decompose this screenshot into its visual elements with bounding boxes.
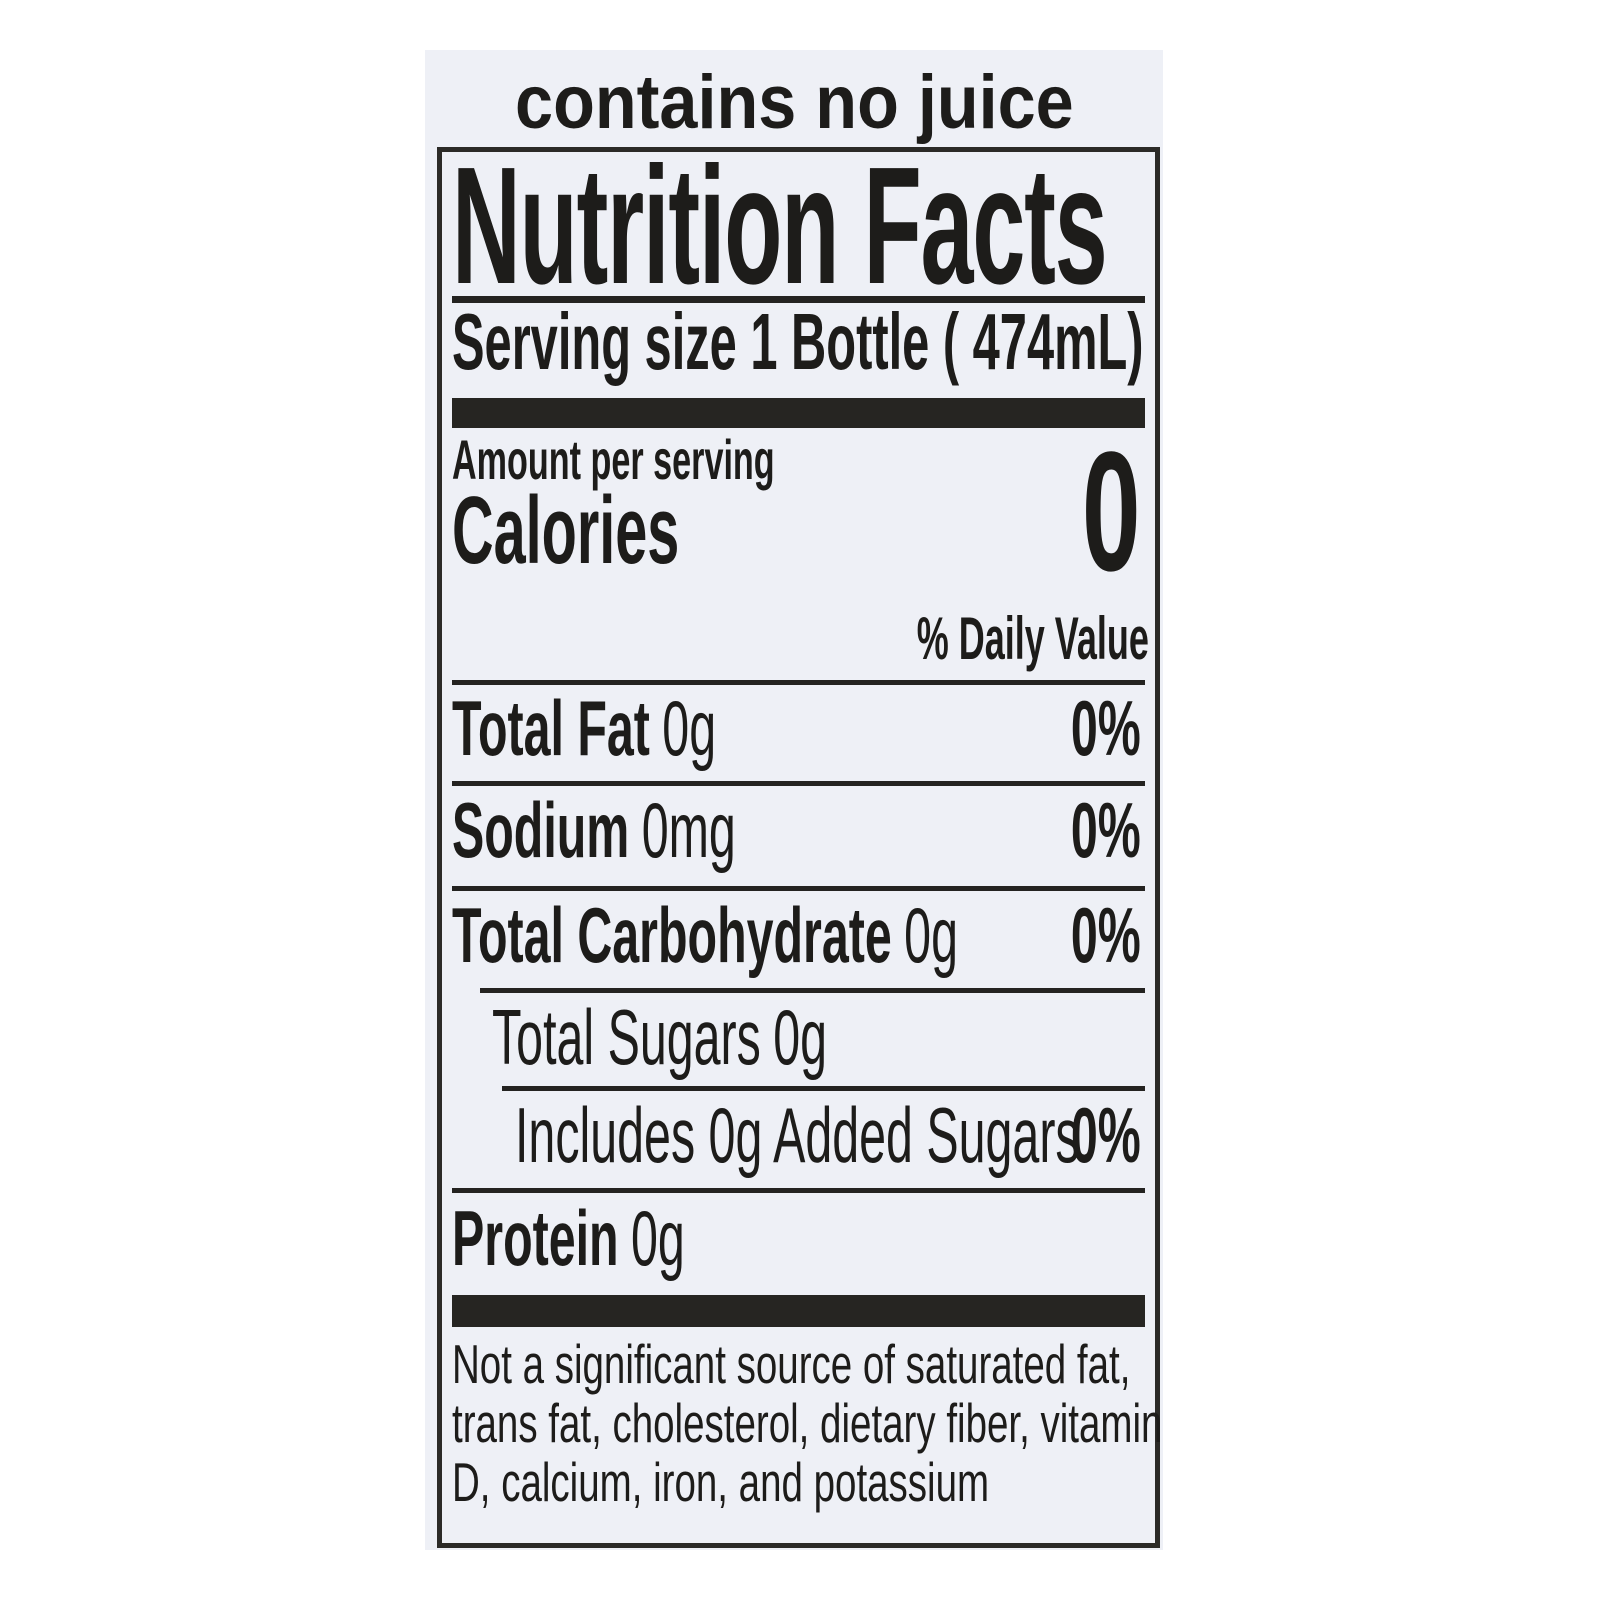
row-amount: 0g [630, 1194, 685, 1282]
divider [452, 296, 1145, 303]
nutrient-row-total-sugars: Total Sugars 0g [452, 995, 1145, 1079]
row-label: Total Fat [452, 684, 650, 772]
row-label: Total Sugars [492, 993, 761, 1081]
row-amount: 0g [773, 993, 828, 1081]
nutrition-panel: Nutrition Facts Serving size 1 Bottle ( … [437, 143, 1163, 1548]
row-label: Protein [452, 1194, 619, 1282]
nutrition-panel-content: Nutrition Facts Serving size 1 Bottle ( … [442, 143, 1163, 1543]
nutrient-row-added-sugars: Includes 0g Added Sugars 0% [452, 1093, 1145, 1177]
divider-indented [502, 1086, 1145, 1091]
calories-value: 0 [1082, 417, 1141, 607]
footnote-line: trans fat, cholesterol, dietary fiber, v… [452, 1392, 1163, 1454]
calories-label: Calories [452, 477, 680, 584]
panel-title: Nutrition Facts [452, 133, 1108, 319]
nutrient-row-total-carbohydrate: Total Carbohydrate 0g 0% [452, 893, 1145, 977]
row-amount: 0mg [641, 786, 736, 874]
row-label: Sodium [452, 786, 630, 874]
serving-size: Serving size 1 Bottle ( 474mL) [452, 297, 1144, 386]
row-dv: 0% [1071, 1091, 1141, 1179]
nutrient-row-sodium: Sodium 0mg 0% [452, 788, 1145, 872]
row-label: Includes 0g Added Sugars [515, 1091, 1080, 1179]
nutrition-label-card: contains no juice Nutrition Facts Servin… [425, 50, 1163, 1550]
top-note: contains no juice [425, 58, 1163, 148]
footnote-line: Not a significant source of saturated fa… [452, 1333, 1131, 1395]
divider-indented [480, 988, 1145, 993]
thick-bar [452, 398, 1145, 428]
footnote: Not a significant source of saturated fa… [452, 1333, 1163, 1513]
row-dv: 0% [1071, 684, 1141, 772]
divider [452, 886, 1145, 891]
divider [452, 781, 1145, 786]
thick-bar [452, 1295, 1145, 1327]
row-dv: 0% [1071, 786, 1141, 874]
amount-per-serving-label: Amount per serving [452, 428, 775, 491]
row-amount: 0g [904, 891, 958, 979]
row-amount: 0g [662, 684, 717, 772]
footnote-line: D, calcium, iron, and potassium [452, 1451, 990, 1513]
row-dv: 0% [1071, 891, 1141, 979]
nutrient-row-total-fat: Total Fat 0g 0% [452, 686, 1145, 770]
top-note-text: contains no juice [514, 60, 1074, 145]
divider [452, 680, 1145, 685]
nutrient-row-protein: Protein 0g [452, 1196, 1145, 1280]
daily-value-header: % Daily Value [916, 605, 1149, 672]
row-label: Total Carbohydrate [452, 891, 892, 979]
divider [452, 1188, 1145, 1193]
